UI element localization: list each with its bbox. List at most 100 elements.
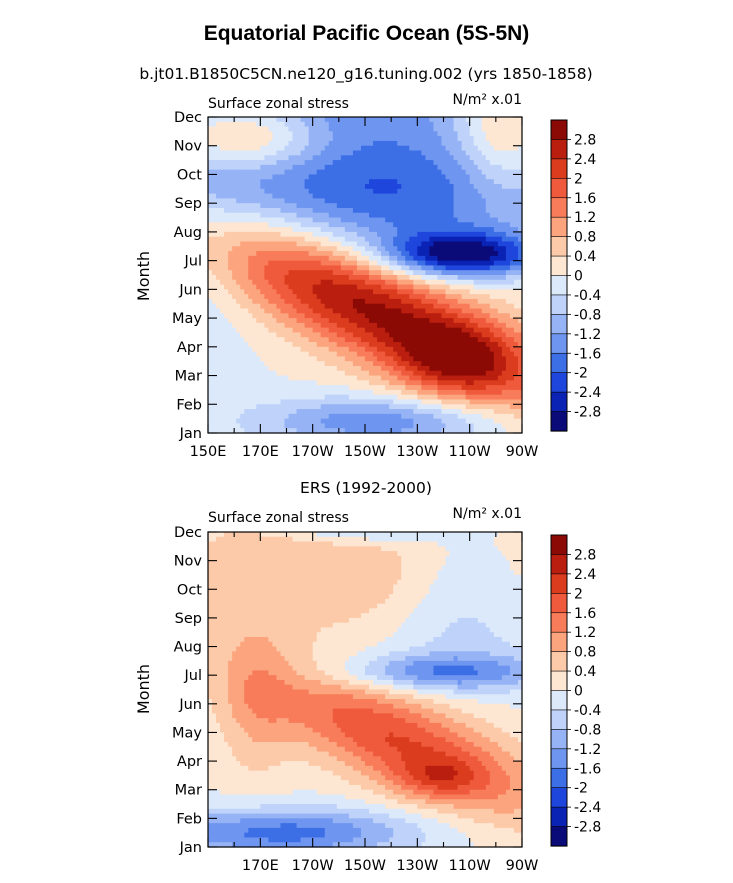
field-cell (272, 289, 278, 295)
field-cell (212, 294, 217, 300)
field-cell (300, 313, 306, 319)
field-cell (497, 313, 503, 319)
field-cell (236, 241, 241, 247)
field-cell (300, 389, 306, 396)
field-cell (284, 241, 290, 247)
field-cell (441, 131, 447, 137)
field-cell (413, 117, 418, 123)
field-cell (260, 308, 265, 314)
field-cell (397, 227, 402, 233)
field-cell (409, 231, 414, 238)
field-cell (517, 174, 523, 180)
field-cell (296, 160, 302, 166)
field-cell (256, 140, 261, 147)
field-cell (324, 346, 330, 353)
field-cell (300, 308, 306, 314)
field-cell (212, 246, 217, 252)
field-cell (473, 351, 479, 357)
field-cell (397, 198, 402, 204)
field-cell (224, 227, 229, 233)
field-cell (344, 207, 350, 214)
field-cell (248, 255, 253, 262)
field-cell (513, 294, 519, 300)
field-cell (292, 246, 298, 252)
field-cell (220, 222, 225, 228)
field-cell (429, 217, 435, 223)
field-cell (240, 380, 245, 386)
field-cell (344, 284, 350, 290)
field-cell (405, 260, 410, 267)
field-cell (393, 337, 398, 343)
field-cell (389, 418, 394, 425)
field-cell (385, 136, 390, 142)
field-cell (365, 270, 370, 276)
field-cell (469, 279, 475, 286)
field-cell (417, 322, 422, 329)
field-cell (461, 375, 467, 381)
field-cell (292, 193, 298, 199)
field-cell (513, 126, 519, 132)
field-cell (348, 212, 354, 219)
field-cell (465, 322, 471, 329)
field-cell (252, 375, 257, 381)
field-cell (292, 207, 298, 214)
field-cell (393, 131, 398, 137)
field-cell (485, 231, 491, 238)
field-cell (381, 212, 386, 219)
field-cell (336, 236, 342, 243)
field-cell (292, 318, 298, 324)
field-cell (248, 270, 253, 276)
field-cell (252, 212, 257, 219)
field-cell (389, 308, 394, 314)
field-cell (397, 188, 402, 195)
field-cell (240, 375, 245, 381)
field-cell (248, 150, 253, 156)
field-cell (401, 255, 406, 262)
field-cell (320, 203, 326, 209)
field-cell (481, 404, 487, 410)
field-cell (264, 313, 269, 319)
field-cell (453, 222, 459, 228)
field-cell (433, 160, 439, 166)
field-cell (457, 169, 463, 176)
field-cell (284, 370, 290, 377)
field-cell (449, 404, 455, 410)
field-cell (316, 342, 322, 348)
field-cell (332, 145, 338, 152)
field-cell (324, 322, 330, 329)
field-cell (212, 375, 217, 381)
field-cell (232, 265, 237, 271)
field-cell (352, 140, 358, 147)
field-cell (421, 265, 426, 271)
field-cell (409, 394, 414, 401)
field-cell (236, 265, 241, 271)
field-cell (369, 203, 374, 209)
field-cell (312, 332, 318, 338)
field-cell (320, 389, 326, 396)
field-cell (453, 351, 459, 357)
field-cell (236, 188, 241, 195)
field-cell (228, 222, 233, 228)
field-cell (340, 275, 346, 281)
field-cell (260, 327, 265, 334)
field-cell (461, 169, 467, 176)
field-cell (437, 174, 443, 180)
field-cell (373, 231, 378, 238)
field-cell (212, 389, 217, 396)
field-cell (469, 298, 475, 305)
field-cell (344, 332, 350, 338)
field-cell (288, 164, 294, 171)
field-cell (348, 337, 354, 343)
field-cell (513, 184, 519, 190)
field-cell (393, 413, 398, 420)
field-cell (220, 327, 225, 334)
field-cell (228, 251, 233, 257)
field-cell (316, 351, 322, 357)
field-cell (457, 203, 463, 209)
field-cell (457, 227, 463, 233)
field-cell (348, 404, 354, 410)
field-cell (409, 313, 414, 319)
field-cell (477, 356, 483, 362)
field-cell (481, 131, 487, 137)
field-cell (429, 265, 435, 271)
